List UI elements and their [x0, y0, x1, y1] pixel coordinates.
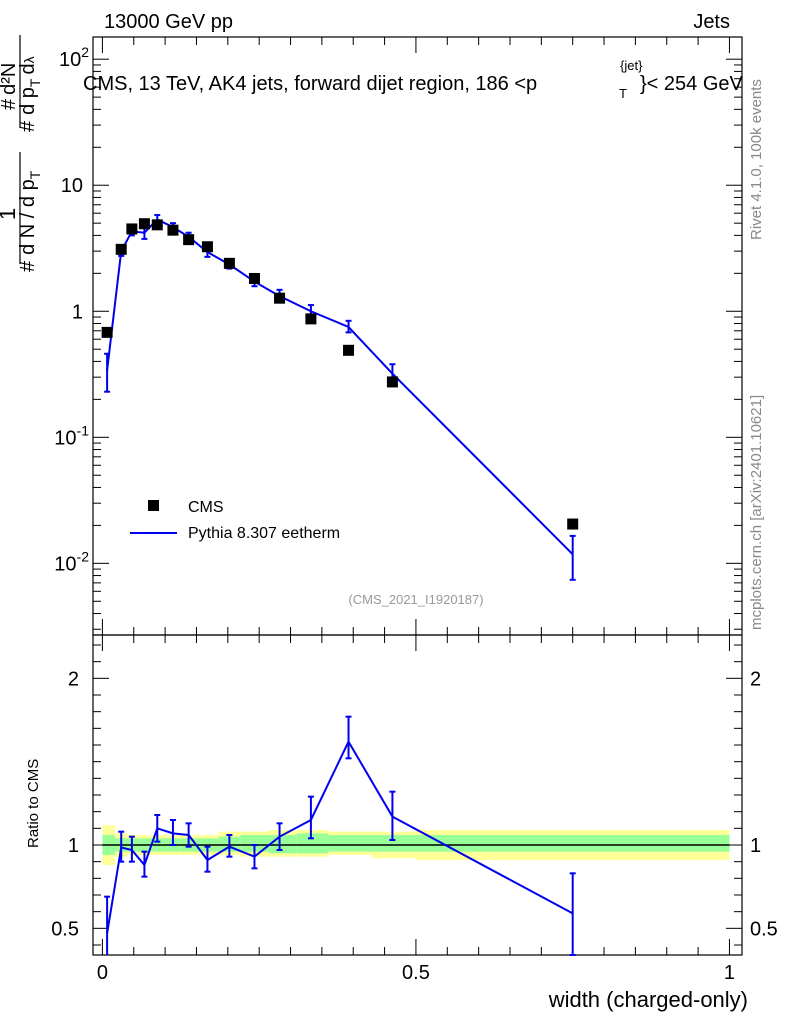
band-inner-segment — [372, 835, 416, 852]
cms-data-point — [274, 292, 286, 304]
cms-data-point — [101, 326, 113, 338]
main-ytick-label: 1 — [72, 301, 83, 323]
band-inner-segment — [415, 835, 730, 852]
title-subscript: T — [619, 86, 627, 101]
legend-cms-marker — [148, 500, 159, 511]
cms-data-point — [248, 272, 260, 284]
svg-text:#d pTdλ: #d pTdλ — [17, 56, 43, 132]
band-inner-segment — [268, 835, 297, 854]
cms-data-point — [343, 344, 355, 356]
main-panel: 10-2 10-1 1 10 102 — [54, 36, 743, 636]
main-title: CMS, 13 TeV, AK4 jets, forward dijet reg… — [83, 53, 744, 103]
mc-curve — [106, 218, 574, 555]
svg-text:#d²N: #d²N — [0, 63, 20, 110]
xtick-label: 0.5 — [402, 962, 430, 984]
analysis-id: (CMS_2021_I1920187) — [348, 592, 483, 607]
header-left: 13000 GeV pp — [104, 11, 233, 33]
cms-data-point — [167, 224, 179, 236]
band-inner-segment — [240, 835, 269, 852]
main-frame — [92, 36, 743, 636]
band-inner-segment — [296, 833, 329, 854]
svg-text:1: 1 — [0, 208, 20, 220]
svg-text:#d N / d pT: #d N / d pT — [17, 170, 43, 272]
ratio-ytick-label-right: 1 — [750, 835, 761, 857]
mcplots-label: mcplots.cern.ch [arXiv:2401.10621] — [748, 395, 765, 630]
cms-data-point — [305, 313, 317, 325]
main-ytick-label: 10-1 — [54, 422, 89, 449]
main-ylabel: #d N / d pT 1 #d pTdλ #d²N — [0, 35, 43, 272]
xlabel: width (charged-only) — [548, 987, 748, 1012]
header-right: Jets — [693, 11, 730, 33]
main-ytick-label: 102 — [59, 44, 89, 71]
cms-data-point — [223, 257, 235, 269]
cms-data-point — [201, 241, 213, 253]
ratio-ytick-label: 0.5 — [51, 918, 79, 940]
cms-data-point — [138, 218, 150, 230]
cms-data-point — [386, 376, 398, 388]
cms-data-point — [183, 234, 195, 246]
band-inner-segment — [328, 835, 373, 852]
ratio-panel: 0 0.5 1 0.5 0.5 1 1 2 2 — [51, 634, 778, 984]
ratio-ytick-label: 1 — [68, 835, 79, 857]
legend-cms-label: CMS — [188, 499, 224, 516]
legend: CMS Pythia 8.307 eetherm — [130, 499, 340, 542]
ratio-ytick-label-right: 0.5 — [750, 918, 778, 940]
cms-data-point — [115, 243, 127, 255]
ratio-ytick-label: 2 — [68, 668, 79, 690]
ratio-ytick-label-right: 2 — [750, 668, 761, 690]
title-tail: }< 254 GeV — [640, 73, 744, 95]
xtick-label: 0 — [97, 962, 108, 984]
ratio-ylabel: Ratio to CMS — [25, 759, 42, 848]
cms-data-point — [151, 219, 163, 231]
rivet-version-label: Rivet 4.1.0, 100k events — [748, 79, 765, 240]
legend-mc-label: Pythia 8.307 eetherm — [188, 525, 340, 542]
cms-data-point — [567, 518, 579, 530]
main-ytick-label: 10-2 — [54, 548, 89, 575]
title-superscript: {jet} — [620, 58, 643, 73]
xtick-label: 1 — [724, 962, 735, 984]
ratio-frame — [92, 634, 743, 956]
title-text: CMS, 13 TeV, AK4 jets, forward dijet reg… — [83, 73, 537, 95]
cms-data-point — [126, 223, 138, 235]
main-ytick-label: 10 — [61, 175, 83, 197]
